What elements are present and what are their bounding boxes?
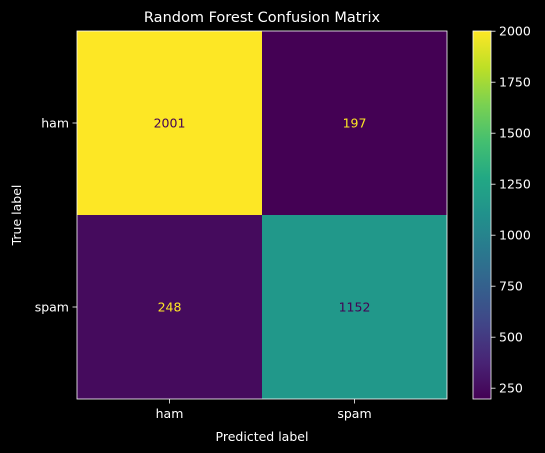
y-axis: ham spam: [35, 116, 77, 315]
heatmap-cell: [77, 31, 262, 215]
x-tick-label: spam: [337, 406, 371, 421]
colorbar: 250 500 750 1000 1250 1500 1750 2000: [472, 24, 531, 400]
heatmap-cell: [262, 215, 447, 399]
chart-title: Random Forest Confusion Matrix: [144, 10, 381, 26]
heatmap-cells: 2001 197 248 1152: [76, 30, 448, 400]
cell-value-label: 2001: [154, 116, 186, 131]
y-axis-label: True label: [9, 185, 24, 247]
heatmap-cell: [77, 215, 262, 399]
cell-value-label: 248: [158, 300, 182, 315]
colorbar-tick-label: 500: [499, 330, 523, 345]
colorbar-tick-label: 1750: [499, 75, 531, 90]
y-tick-label: spam: [35, 300, 69, 315]
x-axis: ham spam: [156, 399, 372, 421]
cell-value-label: 1152: [339, 300, 371, 315]
colorbar-tick-label: 2000: [499, 24, 531, 39]
colorbar-tick-label: 1250: [499, 177, 531, 192]
colorbar-tick-label: 250: [499, 381, 523, 396]
heatmap-cell: [262, 31, 447, 215]
colorbar-tick-label: 750: [499, 279, 523, 294]
cell-value-label: 197: [343, 116, 367, 131]
x-axis-label: Predicted label: [216, 429, 309, 444]
x-tick-label: ham: [156, 406, 184, 421]
colorbar-tick-label: 1500: [499, 126, 531, 141]
y-tick-label: ham: [41, 116, 69, 131]
colorbar-tick-label: 1000: [499, 228, 531, 243]
colorbar-gradient: [472, 30, 492, 400]
heatmap-frame: [76, 30, 448, 400]
